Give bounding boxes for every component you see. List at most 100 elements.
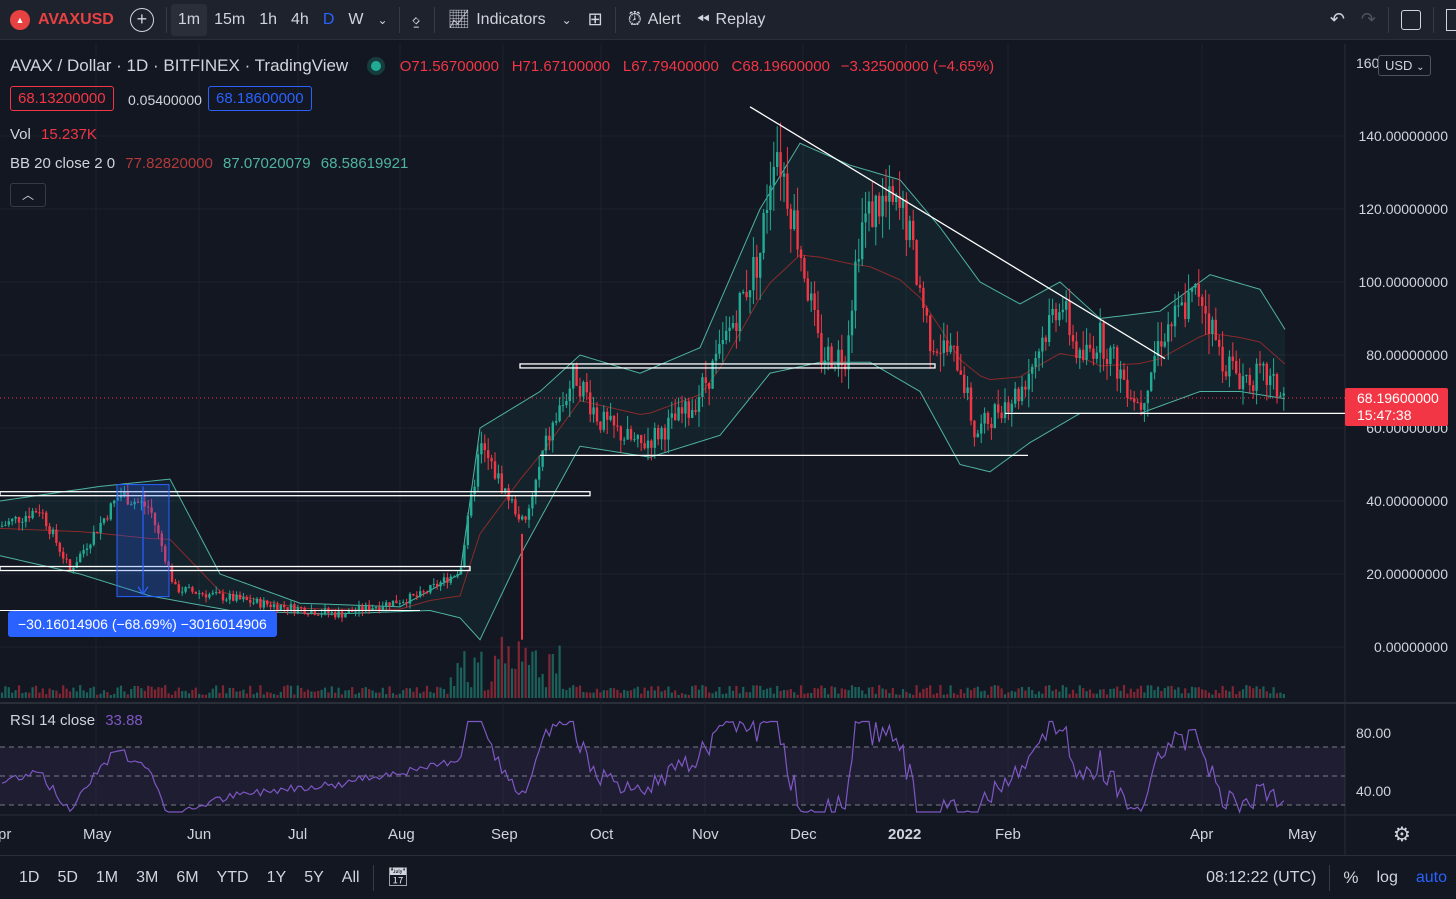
timeframe-dropdown[interactable]: ⌄: [370, 4, 394, 36]
bb-label: BB 20 close 2 0: [10, 155, 116, 172]
volume-bar: [269, 692, 272, 698]
candle-body: [544, 435, 548, 451]
volume-bar: [524, 647, 527, 698]
replay-button[interactable]: ⏪︎ Replay: [689, 0, 774, 40]
volume-bar: [337, 687, 340, 698]
measure-label[interactable]: −30.16014906 (−68.69%) −3016014906: [8, 611, 277, 637]
candle-body: [109, 503, 112, 520]
volume-bar: [1129, 688, 1132, 698]
candle-body: [279, 604, 282, 611]
volume-bar: [470, 687, 473, 698]
timeframe-4h[interactable]: 4h: [291, 10, 309, 28]
volume-bar: [718, 686, 721, 698]
clock[interactable]: 08:12:22 (UTC): [1206, 868, 1317, 886]
candle-body: [816, 309, 820, 334]
candle-body: [514, 499, 517, 515]
symbol-search[interactable]: ▲ AVAXUSD: [0, 0, 122, 40]
timeframe-d[interactable]: D: [322, 10, 335, 28]
volume-bar: [748, 692, 752, 698]
candle-body: [429, 584, 432, 593]
candle-body: [725, 330, 728, 340]
volume-bar: [663, 690, 667, 698]
alert-button[interactable]: ⏰︎ Alert: [620, 0, 689, 40]
volume-bar: [582, 692, 585, 698]
volume-bar: [959, 689, 962, 698]
collapse-legend-button[interactable]: ︿: [10, 183, 46, 207]
volume-bar: [578, 685, 582, 698]
percent-scale-toggle[interactable]: %: [1343, 867, 1359, 887]
go-to-date-button[interactable]: 📅︎: [378, 867, 419, 888]
layout-button[interactable]: ⊞: [580, 0, 611, 40]
volume-bar: [1112, 688, 1115, 698]
candle-body: [935, 351, 939, 353]
auto-scale-toggle[interactable]: auto: [1415, 868, 1447, 886]
volume-bar: [119, 685, 123, 698]
candle-body: [55, 529, 58, 543]
range-6m[interactable]: 6M: [176, 868, 199, 886]
candle-body: [221, 593, 225, 601]
volume-bar: [1258, 689, 1262, 698]
divider: [614, 6, 616, 33]
candle-body: [385, 602, 388, 607]
timeframe-w[interactable]: W: [348, 10, 364, 28]
candle-body: [174, 581, 177, 585]
timeframe-1h[interactable]: 1h: [259, 10, 278, 28]
volume-bar: [670, 692, 673, 698]
chart-type-button[interactable]: ⍚: [404, 0, 431, 40]
volume-bar: [249, 685, 252, 698]
candle-body: [796, 210, 799, 250]
range-5y[interactable]: 5Y: [304, 868, 324, 886]
volume-bar: [1085, 691, 1088, 698]
timeframe-1m[interactable]: 1m: [170, 3, 208, 36]
candle-body: [803, 257, 806, 279]
bid-price[interactable]: 68.13200000: [10, 86, 114, 111]
fullscreen-button[interactable]: [1393, 0, 1429, 40]
ohlc-change: −3.32500000 (−4.65%): [840, 58, 995, 75]
divider: [1329, 864, 1331, 891]
volume-bar: [1218, 692, 1221, 698]
candle-body: [130, 504, 133, 506]
volume-bar: [1238, 691, 1241, 698]
candle-body: [119, 495, 123, 498]
range-1d[interactable]: 1D: [19, 868, 40, 886]
save-layout-button[interactable]: [1438, 0, 1456, 40]
ask-price[interactable]: 68.18600000: [208, 86, 312, 111]
range-1y[interactable]: 1Y: [266, 868, 287, 886]
candle-body: [1194, 283, 1197, 288]
timeframe-15m[interactable]: 15m: [214, 10, 246, 28]
volume-bar: [398, 693, 401, 698]
candle-body: [123, 492, 126, 496]
range-all[interactable]: All: [341, 868, 360, 886]
indicators-button[interactable]: 📈︎ Indicators: [439, 0, 553, 40]
volume-bar: [1075, 693, 1078, 698]
settings-button[interactable]: ⚙︎: [1393, 822, 1411, 847]
candle-body: [191, 587, 194, 592]
candle-body: [242, 597, 245, 600]
compare-button[interactable]: +: [122, 0, 162, 40]
candle-body: [211, 592, 214, 595]
volume-bar: [493, 655, 497, 698]
volume-bar: [1020, 686, 1024, 698]
log-scale-toggle[interactable]: log: [1376, 868, 1398, 886]
indicators-dropdown[interactable]: ⌄: [554, 0, 580, 40]
candle-body: [208, 594, 211, 598]
range-3m[interactable]: 3M: [136, 868, 159, 886]
price-chart[interactable]: [0, 0, 1456, 855]
redo-button[interactable]: ↷: [1353, 0, 1384, 40]
rsi-axis-label: 40.00: [1356, 783, 1392, 799]
range-ytd[interactable]: YTD: [216, 868, 249, 886]
volume-bar: [1173, 689, 1177, 698]
volume-bar: [1082, 688, 1085, 698]
volume-bar: [759, 685, 762, 698]
undo-button[interactable]: ↶: [1322, 0, 1353, 40]
volume-bar: [786, 690, 789, 698]
candle-body: [48, 526, 51, 535]
candle-body: [398, 603, 401, 605]
range-5d[interactable]: 5D: [57, 868, 78, 886]
candle-body: [670, 413, 673, 418]
volume-bar: [942, 694, 945, 698]
candle-body: [0, 525, 4, 527]
range-1m[interactable]: 1M: [95, 868, 119, 886]
candle-body: [881, 195, 884, 217]
currency-selector[interactable]: USD ⌄: [1378, 55, 1432, 76]
